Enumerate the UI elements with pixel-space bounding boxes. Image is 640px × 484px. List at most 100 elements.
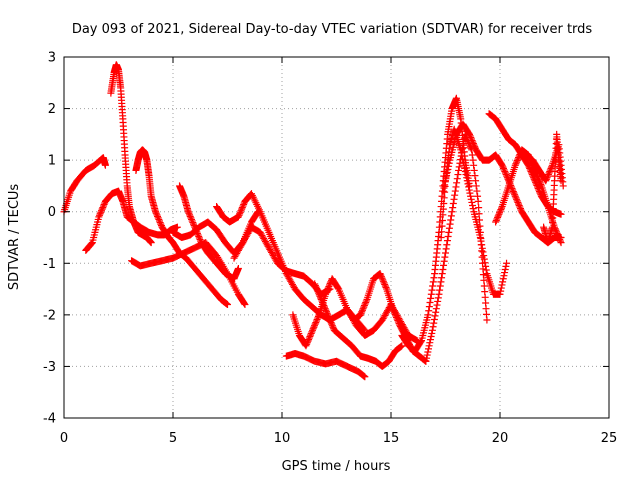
data-point-marker bbox=[195, 232, 203, 240]
data-point-marker bbox=[391, 310, 399, 318]
data-point-marker bbox=[451, 187, 459, 195]
data-point-marker bbox=[445, 224, 453, 232]
data-point-marker bbox=[311, 280, 319, 288]
data-point-marker bbox=[325, 282, 333, 290]
data-point-marker bbox=[157, 220, 165, 228]
series-arc-21 bbox=[540, 130, 565, 247]
data-point-marker bbox=[501, 265, 509, 273]
data-point-marker bbox=[441, 253, 449, 261]
data-point-marker bbox=[454, 171, 462, 179]
data-point-marker bbox=[463, 174, 471, 182]
data-point-marker bbox=[327, 319, 335, 327]
data-point-marker bbox=[432, 308, 440, 316]
data-point-marker bbox=[306, 333, 314, 341]
data-point-marker bbox=[316, 292, 324, 300]
data-point-marker bbox=[555, 234, 563, 242]
data-point-marker bbox=[512, 160, 520, 168]
data-point-marker bbox=[362, 297, 370, 305]
data-point-marker bbox=[469, 140, 477, 148]
data-point-marker bbox=[470, 141, 478, 149]
data-point-marker bbox=[427, 290, 435, 298]
series-arc-3 bbox=[107, 61, 155, 247]
data-point-marker bbox=[307, 329, 315, 337]
data-point-marker bbox=[439, 265, 447, 273]
data-point-marker bbox=[438, 270, 446, 278]
data-point-marker bbox=[319, 298, 327, 306]
data-point-marker bbox=[430, 319, 438, 327]
data-point-marker bbox=[499, 164, 507, 172]
data-point-marker bbox=[428, 286, 436, 294]
data-point-marker bbox=[358, 308, 366, 316]
data-point-marker bbox=[459, 155, 467, 163]
data-point-marker bbox=[443, 172, 451, 180]
data-point-marker bbox=[481, 259, 489, 267]
data-point-marker bbox=[423, 354, 431, 362]
data-point-marker bbox=[515, 200, 523, 208]
data-point-marker bbox=[394, 318, 402, 326]
series-arc-13 bbox=[343, 270, 430, 365]
chart-title: Day 093 of 2021, Sidereal Day-to-day VTE… bbox=[72, 22, 593, 37]
data-point-marker bbox=[193, 229, 201, 237]
data-point-marker bbox=[448, 208, 456, 216]
data-point-marker bbox=[430, 274, 438, 282]
data-point-marker bbox=[315, 289, 323, 297]
y-tick-label: 0 bbox=[48, 205, 56, 220]
data-point-marker bbox=[503, 259, 511, 267]
data-point-marker bbox=[492, 218, 500, 226]
data-point-marker bbox=[470, 166, 478, 174]
data-point-marker bbox=[513, 197, 521, 205]
data-point-marker bbox=[192, 226, 200, 234]
data-point-marker bbox=[436, 282, 444, 290]
data-point-marker bbox=[542, 175, 550, 183]
data-point-marker bbox=[429, 278, 437, 286]
y-tick-label: -2 bbox=[43, 308, 56, 323]
data-point-marker bbox=[468, 137, 476, 145]
y-axis-label: SDTVAR / TECUs bbox=[7, 184, 22, 291]
data-point-marker bbox=[444, 232, 452, 240]
data-point-marker bbox=[99, 204, 107, 212]
data-point-marker bbox=[443, 169, 451, 177]
data-point-marker bbox=[554, 231, 562, 239]
data-point-marker bbox=[315, 291, 323, 299]
data-point-marker bbox=[321, 303, 329, 311]
data-point-marker bbox=[378, 274, 386, 282]
data-point-marker bbox=[184, 208, 192, 216]
data-point-marker bbox=[240, 300, 248, 308]
data-point-marker bbox=[379, 276, 387, 284]
data-point-marker bbox=[457, 149, 465, 157]
data-point-marker bbox=[186, 212, 194, 220]
data-point-marker bbox=[311, 320, 319, 328]
data-point-marker bbox=[432, 305, 440, 313]
data-point-marker bbox=[314, 312, 322, 320]
data-point-marker bbox=[235, 211, 243, 219]
data-point-marker bbox=[500, 166, 508, 174]
data-point-marker bbox=[441, 181, 449, 189]
data-point-marker bbox=[424, 348, 432, 356]
data-point-marker bbox=[361, 373, 369, 381]
data-point-marker bbox=[152, 208, 160, 216]
data-point-marker bbox=[322, 308, 330, 316]
data-point-marker bbox=[466, 189, 474, 197]
data-point-marker bbox=[453, 179, 461, 187]
data-point-marker bbox=[422, 357, 430, 365]
data-point-marker bbox=[381, 282, 389, 290]
data-point-marker bbox=[514, 155, 522, 163]
data-point-marker bbox=[510, 189, 518, 197]
data-point-marker bbox=[450, 195, 458, 203]
data-point-marker bbox=[310, 323, 318, 331]
data-point-marker bbox=[302, 342, 310, 350]
data-point-marker bbox=[457, 146, 465, 154]
data-point-marker bbox=[101, 161, 109, 169]
data-point-marker bbox=[434, 297, 442, 305]
data-point-marker bbox=[502, 171, 510, 179]
data-point-marker bbox=[360, 303, 368, 311]
data-point-marker bbox=[495, 210, 503, 218]
data-point-marker bbox=[318, 297, 326, 305]
data-point-marker bbox=[96, 211, 104, 219]
data-point-marker bbox=[482, 262, 490, 270]
data-layer bbox=[60, 61, 567, 381]
x-tick-label: 20 bbox=[492, 431, 509, 446]
data-point-marker bbox=[431, 312, 439, 320]
data-point-marker bbox=[471, 143, 479, 151]
